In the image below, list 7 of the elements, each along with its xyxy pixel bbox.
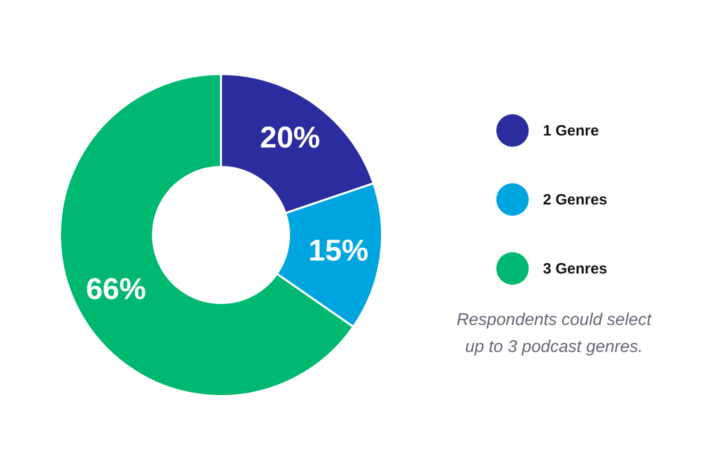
legend-label: 3 Genres bbox=[543, 260, 608, 278]
text: Respondents could select up to 3 podcast genres. bbox=[456, 310, 653, 356]
data-label: 15% bbox=[308, 234, 368, 268]
legend-label: 1 Genre bbox=[543, 122, 599, 140]
data-label: 20% bbox=[260, 122, 320, 155]
legend-label: 2 Genres bbox=[543, 192, 608, 208]
data-label: 66% bbox=[86, 272, 146, 306]
